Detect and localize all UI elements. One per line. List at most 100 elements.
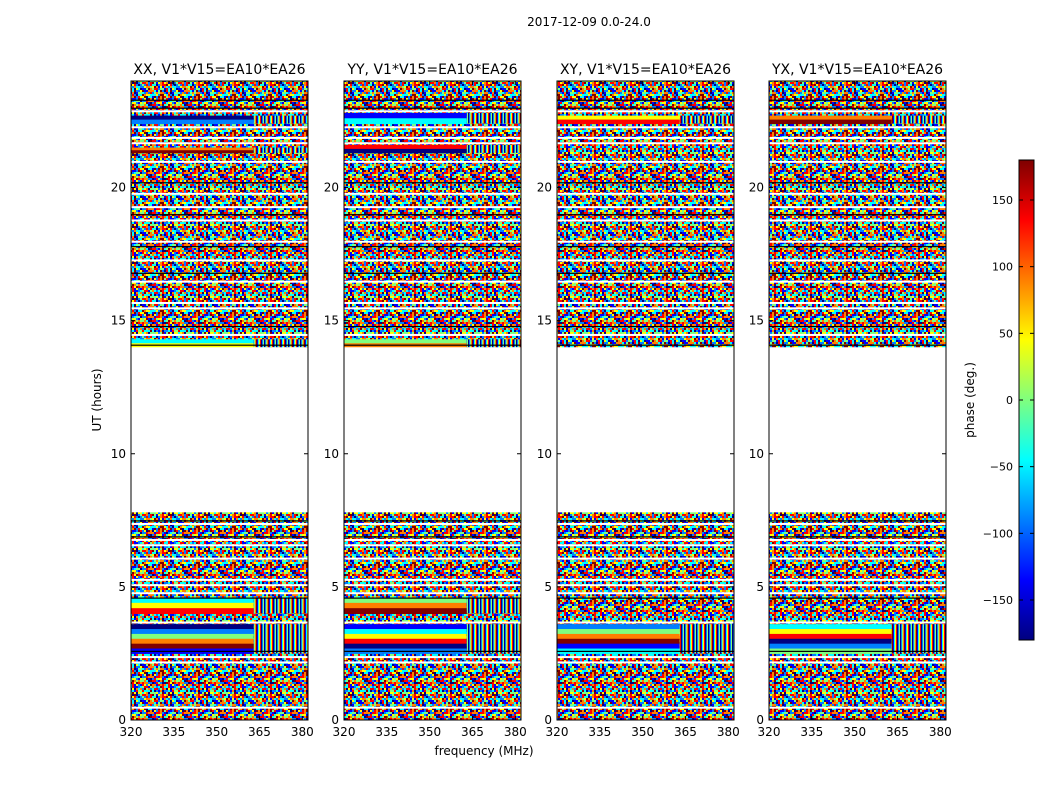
dark-line: [769, 107, 946, 109]
flag-line: [131, 259, 308, 262]
x-tick-label: 350: [631, 725, 654, 739]
dark-line: [131, 325, 308, 328]
flag-line: [131, 280, 308, 283]
colorbar-tick-label: −50: [990, 461, 1013, 474]
dark-line: [344, 650, 521, 652]
colorbar-tick-label: −100: [983, 527, 1013, 540]
y-tick-label: 5: [118, 580, 126, 594]
dark-line: [131, 214, 308, 216]
dark-line: [769, 597, 946, 599]
flag-line: [557, 578, 734, 581]
dark-line: [131, 99, 308, 101]
flag-line: [344, 240, 521, 243]
dark-line: [557, 182, 734, 184]
flag-line: [769, 544, 946, 547]
flag-line: [557, 656, 734, 659]
coherent-band-strip: [557, 115, 680, 121]
flag-line: [344, 259, 521, 262]
y-tick-label: 0: [756, 713, 764, 727]
coherent-band-fringe: [466, 597, 521, 614]
heatmap-area: [344, 81, 521, 720]
y-tick-label: 10: [749, 447, 764, 461]
flag-line: [344, 219, 521, 222]
flag-line: [131, 160, 308, 163]
dark-line: [557, 246, 734, 248]
data-gap: [769, 347, 946, 513]
flag-line: [557, 160, 734, 163]
flag-line: [769, 578, 946, 581]
flag-line: [557, 592, 734, 595]
flag-line: [344, 136, 521, 139]
coherent-band-strip: [557, 629, 680, 635]
dark-line: [131, 520, 308, 522]
flag-line: [131, 706, 308, 709]
coherent-band-strip: [769, 624, 892, 630]
coherent-band-strip: [769, 115, 892, 121]
x-tick-label: 365: [248, 725, 271, 739]
coherent-band-strip: [131, 638, 254, 645]
flag-line: [557, 206, 734, 209]
dark-line: [344, 520, 521, 522]
coherent-band-strip: [131, 633, 254, 640]
colorbar-label: phase (deg.): [963, 362, 977, 438]
coherent-band-strip: [344, 629, 467, 635]
y-tick-label: 0: [118, 713, 126, 727]
coherent-band-strip: [131, 643, 254, 650]
x-tick-label: 320: [546, 725, 569, 739]
coherent-band-strip: [557, 638, 680, 645]
colorbar-tick-label: 100: [992, 261, 1013, 274]
flag-line: [131, 142, 308, 145]
dark-line: [769, 520, 946, 522]
panel-frame: [343, 80, 522, 721]
flag-line: [131, 544, 308, 547]
coherent-band-strip: [557, 633, 680, 640]
y-tick-label: 10: [537, 447, 552, 461]
panel-title: XY, V1*V15=EA10*EA26: [560, 62, 731, 78]
coherent-band-strip: [769, 629, 892, 635]
flag-line: [344, 538, 521, 541]
panel-yy: YY, V1*V15=EA10*EA26 320 335 350 365 380 0 5 10 1…: [324, 62, 527, 739]
x-tick-label: 335: [375, 725, 398, 739]
dark-line: [131, 536, 308, 538]
y-tick-label: 10: [111, 447, 126, 461]
coherent-band-strip: [344, 144, 467, 150]
x-tick-label: 365: [674, 725, 697, 739]
flag-line: [557, 280, 734, 283]
flag-line: [557, 307, 734, 310]
flag-line: [344, 544, 521, 547]
flag-line: [769, 538, 946, 541]
coherent-band-strip: [344, 633, 467, 640]
flag-line: [344, 126, 521, 129]
panel-frame: [768, 80, 947, 721]
flag-line: [769, 259, 946, 262]
dark-line: [557, 597, 734, 599]
coherent-band-strip: [344, 118, 467, 125]
flag-line: [131, 621, 308, 624]
coherent-band-fringe: [253, 115, 308, 124]
x-tick-label: 335: [162, 725, 185, 739]
x-tick-label: 365: [461, 725, 484, 739]
coherent-band-fringe: [466, 339, 521, 348]
data-gap: [344, 347, 521, 513]
coherent-band-fringe: [679, 115, 734, 124]
flag-line: [344, 307, 521, 310]
data-gap: [131, 347, 308, 513]
panels-group: XX, V1*V15=EA10*EA26 320 335 350 365 380 0 5 10 1…: [111, 62, 952, 739]
flag-line: [344, 333, 521, 336]
x-tick-label: 380: [929, 725, 952, 739]
flag-line: [769, 219, 946, 222]
flag-line: [769, 240, 946, 243]
flag-line: [769, 160, 946, 163]
flag-line: [557, 126, 734, 129]
flag-line: [557, 544, 734, 547]
flag-line: [344, 592, 521, 595]
flag-line: [557, 110, 734, 113]
flag-line: [131, 538, 308, 541]
flag-line: [557, 621, 734, 624]
coherent-band-strip: [131, 150, 254, 154]
x-tick-label: 380: [717, 725, 740, 739]
flag-line: [131, 301, 308, 304]
coherent-band-strip: [131, 339, 254, 344]
colorbar-tick-label: 150: [992, 194, 1013, 207]
coherent-band-fringe: [253, 147, 308, 153]
